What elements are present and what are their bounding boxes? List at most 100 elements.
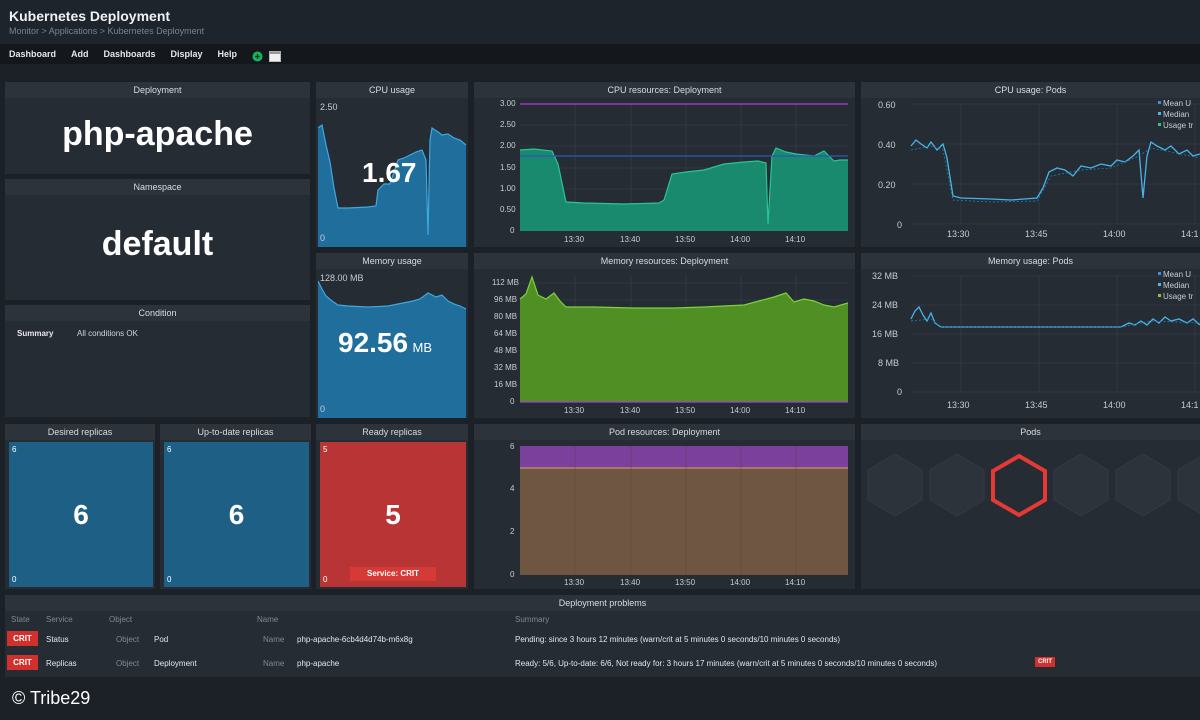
cpu-usage-min: 0 [320,233,326,243]
cpu-pods-ytick: 0 [897,220,903,230]
cpu-pods-legend-usage: Usage tr [1163,121,1194,130]
cpu-resources-title: CPU resources: Deployment [474,82,855,98]
cpu-pods-legend-median: Median [1163,110,1190,119]
deployment-problems-title: Deployment problems [5,595,1200,611]
cpu-res-xtick: 14:00 [730,235,751,244]
pod-resources-pending-band [520,446,848,468]
pod-hexagon [929,453,985,517]
menu-help[interactable]: Help [217,49,238,59]
uptodate-replicas-min: 0 [167,575,172,584]
pod-res-xtick: 14:10 [785,578,806,587]
mem-res-xtick: 13:40 [620,406,641,415]
condition-label: Summary [17,329,54,338]
cpu-pods-ytick: 0.20 [878,180,896,190]
status-green-icon[interactable] [252,49,263,61]
desired-replicas-panel: Desired replicas 6 6 0 [5,424,155,589]
mem-res-ytick: 96 MB [494,295,518,304]
pod-res-xtick: 13:50 [675,578,696,587]
cpu-res-ytick: 1.50 [500,163,516,172]
menu-dashboard[interactable]: Dashboard [9,49,57,59]
mem-res-ytick: 32 MB [494,363,518,372]
name-label: Name [263,659,285,668]
pod-res-ytick: 0 [510,570,515,579]
memory-pods-ytick: 0 [897,387,903,397]
menu-display[interactable]: Display [170,49,203,59]
memory-pods-panel: Memory usage: Pods Mean U Median Usage t… [861,253,1200,418]
desired-replicas-title: Desired replicas [5,424,155,440]
memory-pods-legend-usage: Usage tr [1163,292,1194,301]
pod-hexagon [1053,453,1109,517]
display-window-icon[interactable] [269,49,282,62]
ready-replicas-max: 5 [323,445,328,454]
menu-dashboards[interactable]: Dashboards [103,49,156,59]
table-row[interactable]: CRIT Status Object Pod Name php-apache-6… [5,629,1200,649]
cpu-usage-max: 2.50 [320,102,338,112]
namespace-panel: Namespace default [5,179,310,300]
menu-add[interactable]: Add [71,49,89,59]
name-cell[interactable]: php-apache-6cb4d4d74b-m6x8g [297,635,413,644]
cpu-pods-xtick: 14:1 [1181,229,1199,239]
memory-usage-unit: MB [412,340,433,355]
service-cell[interactable]: Replicas [46,659,77,668]
summary-cell: Pending: since 3 hours 12 minutes (warn/… [515,635,841,644]
memory-resources-panel: Memory resources: Deployment 112 MB 96 M… [474,253,855,418]
mem-res-xtick: 14:10 [785,406,806,415]
mem-res-ytick: 0 [510,397,515,406]
cpu-res-xtick: 13:50 [675,235,696,244]
memory-pods-legend-mean: Mean U [1163,270,1192,279]
uptodate-replicas-max: 6 [167,445,172,454]
header-state: State [11,615,30,624]
memory-pods-legend-median: Median [1163,281,1190,290]
uptodate-replicas-title: Up-to-date replicas [160,424,311,440]
cpu-res-xtick: 13:40 [620,235,641,244]
object-cell: Deployment [154,659,197,668]
ready-replicas-min: 0 [323,575,328,584]
object-cell: Pod [154,635,169,644]
memory-pods-ytick: 24 MB [872,300,899,310]
memory-usage-readout: 92.56 MB [338,327,432,359]
header-service: Service [46,615,73,624]
mem-res-ytick: 80 MB [494,312,518,321]
condition-panel: Condition Summary All conditions OK [5,305,310,417]
state-crit-badge[interactable]: CRIT [7,631,38,646]
header-name: Name [257,615,279,624]
breadcrumb: Monitor > Applications > Kubernetes Depl… [9,26,205,36]
state-crit-badge[interactable]: CRIT [7,655,38,670]
page-header: Kubernetes Deployment Monitor > Applicat… [0,0,1200,64]
table-row[interactable]: CRIT Replicas Object Deployment Name php… [5,653,1200,673]
object-label: Object [116,635,140,644]
pods-title: Pods [861,424,1200,440]
cpu-usage-title: CPU usage [316,82,468,98]
ready-replicas-title: Ready replicas [316,424,468,440]
cpu-usage-panel: CPU usage 2.50 0 1.67 [316,82,468,247]
mem-res-ytick: 112 MB [492,278,519,287]
header-summary: Summary [515,615,550,624]
cpu-pods-xtick: 14:00 [1103,229,1126,239]
cpu-res-ytick: 0.50 [500,205,516,214]
desired-replicas-min: 0 [12,575,17,584]
memory-pods-ytick: 32 MB [872,271,899,281]
header-object: Object [109,615,133,624]
service-crit-badge[interactable]: Service: CRIT [350,567,436,581]
footer [0,680,1200,720]
pods-panel: Pods [861,424,1200,589]
summary-crit-badge: CRIT [1035,657,1055,667]
mem-res-ytick: 64 MB [494,329,518,338]
pod-resources-panel: Pod resources: Deployment 6 4 2 0 13:30 … [474,424,855,589]
service-cell[interactable]: Status [46,635,69,644]
pod-res-xtick: 14:00 [730,578,751,587]
cpu-res-ytick: 2.50 [500,120,516,129]
mem-res-xtick: 14:00 [730,406,751,415]
pods-hexmap [867,453,1200,518]
name-cell[interactable]: php-apache [297,659,340,668]
cpu-pods-legend-mean: Mean U [1163,99,1192,108]
cpu-pods-xtick: 13:45 [1025,229,1048,239]
cpu-resources-chart [519,103,848,231]
memory-usage-title: Memory usage [316,253,468,269]
cpu-resources-panel: CPU resources: Deployment 3.00 2.50 2.00… [474,82,855,247]
cpu-res-xtick: 14:10 [785,235,806,244]
uptodate-replicas-tile: 6 6 0 [164,442,309,587]
name-label: Name [263,635,285,644]
pod-res-ytick: 6 [510,442,515,451]
deployment-panel: Deployment php-apache [5,82,310,174]
